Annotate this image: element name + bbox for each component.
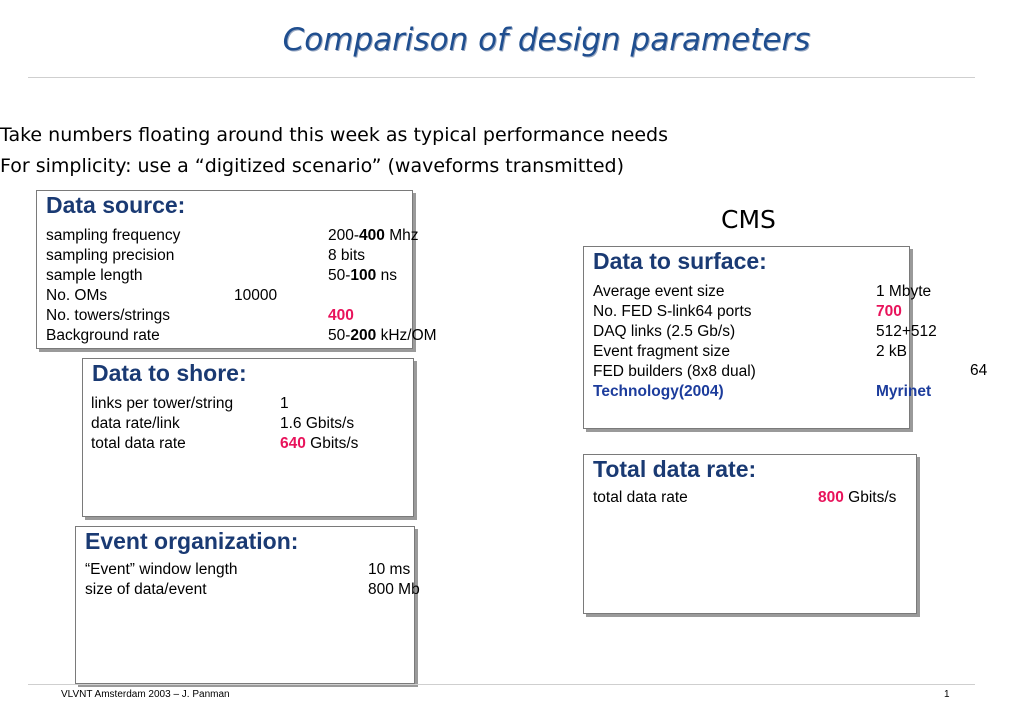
table-row-value: 10 ms	[368, 561, 411, 578]
intro-line-1: Take numbers floating around this week a…	[0, 124, 668, 146]
table-row-label: total data rate	[91, 435, 186, 452]
table-row-label: total data rate	[593, 489, 688, 506]
data-source-box: Data source: sampling frequency 200-400 …	[36, 190, 437, 349]
title-divider	[28, 77, 975, 78]
table-row-value: 10000	[234, 287, 278, 304]
data-source-heading: Data source:	[46, 192, 186, 218]
slide-title: Comparison of design parameters	[282, 22, 811, 58]
table-row-label: sampling precision	[46, 247, 175, 264]
fed-builders-value: 64	[970, 362, 988, 379]
total-data-rate-box: Total data rate: total data rate 800 Gbi…	[583, 454, 917, 614]
data-to-surface-box: Data to surface: Average event size 1 Mb…	[583, 246, 937, 429]
table-row-label: Technology(2004)	[593, 383, 724, 400]
table-row-value: 640 Gbits/s	[280, 435, 359, 452]
table-row-label: Background rate	[46, 327, 160, 344]
table-row-value: 800 Mb	[368, 581, 420, 598]
footer-text: VLVNT Amsterdam 2003 – J. Panman	[61, 689, 230, 700]
table-row-value: 700	[876, 303, 902, 320]
cms-label: CMS	[721, 205, 776, 234]
table-row-label: sampling frequency	[46, 227, 181, 244]
table-row-value: 2 kB	[876, 343, 908, 360]
event-organization-box: Event organization: “Event” window lengt…	[75, 526, 420, 684]
table-row-value: 50-100 ns	[328, 267, 397, 284]
table-row-label: “Event” window length	[85, 561, 238, 578]
table-row-value: Myrinet	[876, 383, 932, 400]
table-row-label: links per tower/string	[91, 395, 234, 412]
table-row-label: size of data/event	[85, 581, 207, 598]
page-number: 1	[944, 689, 950, 700]
table-row-value: 1	[280, 395, 289, 412]
table-row-label: sample length	[46, 267, 143, 284]
table-row-label: No. OMs	[46, 287, 108, 304]
table-row-label: No. towers/strings	[46, 307, 171, 324]
data-to-surface-heading: Data to surface:	[593, 248, 767, 274]
table-row-value: 200-400 Mhz	[328, 227, 419, 244]
table-row-value: 1.6 Gbits/s	[280, 415, 355, 432]
table-row-value: 8 bits	[328, 247, 366, 264]
table-row-label: FED builders (8x8 dual)	[593, 363, 756, 380]
table-row-label: data rate/link	[91, 415, 180, 432]
table-row-value: 800 Gbits/s	[818, 489, 897, 506]
data-to-shore-heading: Data to shore:	[92, 360, 247, 386]
table-row-label: Average event size	[593, 283, 725, 300]
table-row-value: 512+512	[876, 323, 937, 340]
event-organization-heading: Event organization:	[85, 528, 299, 554]
table-row-label: Event fragment size	[593, 343, 730, 360]
table-row-value: 50-200 kHz/OM	[328, 327, 437, 344]
data-to-shore-box: Data to shore: links per tower/string 1 …	[82, 358, 414, 517]
table-row-label: DAQ links (2.5 Gb/s)	[593, 323, 736, 340]
intro-line-2: For simplicity: use a “digitized scenari…	[0, 155, 624, 177]
table-row-label: No. FED S-link64 ports	[593, 303, 752, 320]
footer-divider	[28, 684, 975, 685]
total-data-rate-heading: Total data rate:	[593, 456, 757, 482]
table-row-value: 1 Mbyte	[876, 283, 932, 300]
table-row-value: 400	[328, 307, 354, 324]
